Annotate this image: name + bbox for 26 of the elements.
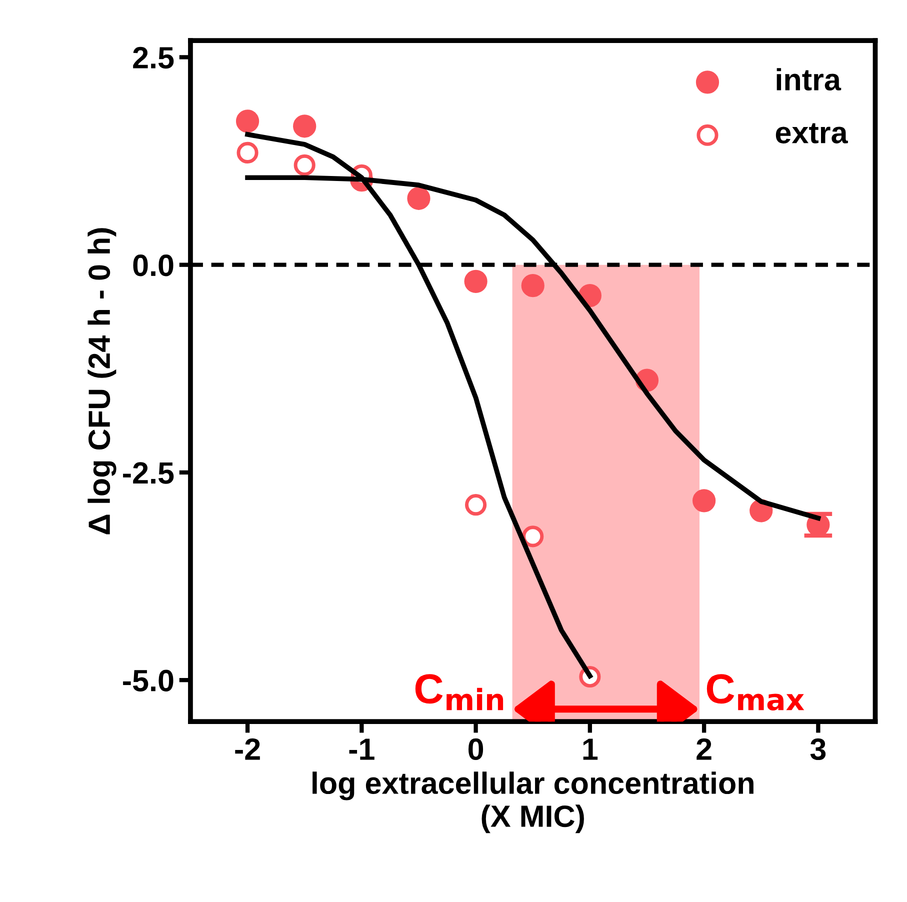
y-tick-label: -5.0 bbox=[123, 670, 174, 692]
point bbox=[522, 526, 544, 548]
point bbox=[236, 142, 258, 164]
point bbox=[294, 154, 316, 176]
point bbox=[236, 110, 260, 133]
legend-label: intra bbox=[776, 68, 842, 91]
x-tick-label: -2 bbox=[235, 738, 260, 760]
y-tick-label: 2.5 bbox=[133, 46, 174, 69]
point bbox=[465, 494, 487, 516]
x-tick-label: -1 bbox=[349, 738, 374, 760]
legend-label: extra bbox=[776, 123, 848, 144]
y-axis-title: Δ log CFU (24 h - 0 h) bbox=[88, 228, 116, 534]
point bbox=[521, 274, 544, 298]
annotation: C$_{max}$ bbox=[706, 674, 804, 710]
x-axis-title: log extracellular concentration (X MIC) bbox=[312, 772, 754, 834]
annotation: C$_{min}$ bbox=[415, 674, 504, 710]
x-tick-label: 0 bbox=[468, 738, 484, 760]
point bbox=[407, 186, 430, 210]
x-tick-label: 3 bbox=[810, 738, 826, 760]
point bbox=[293, 114, 316, 138]
x-tick-label: 1 bbox=[583, 738, 598, 760]
point bbox=[464, 270, 488, 293]
x-tick-label: 2 bbox=[696, 738, 712, 760]
point bbox=[692, 489, 716, 512]
y-tick-label: 0.0 bbox=[133, 254, 174, 276]
y-tick-label: -2.5 bbox=[123, 462, 174, 484]
